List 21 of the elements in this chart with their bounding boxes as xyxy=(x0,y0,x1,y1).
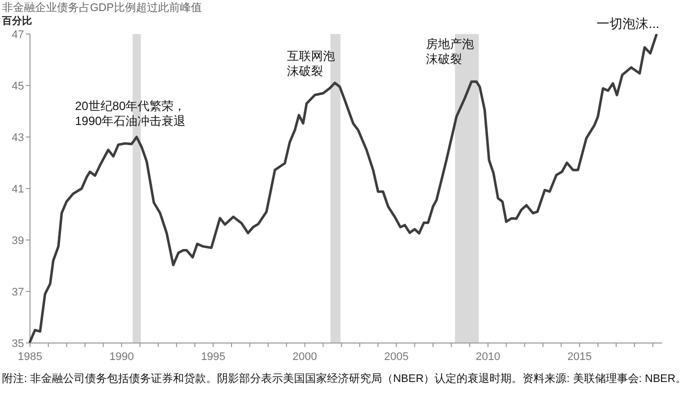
y-tick-label: 35 xyxy=(12,338,24,350)
x-tick-label: 2015 xyxy=(567,351,592,363)
annotation: 互联网泡沫破裂 xyxy=(287,49,335,78)
x-tick-label: 2010 xyxy=(476,351,500,363)
chart-title: 非金融企业债务占GDP比例超过此前峰值 xyxy=(2,1,202,14)
y-tick-label: 39 xyxy=(12,235,24,247)
y-tick-label: 45 xyxy=(12,80,24,92)
y-tick-label: 37 xyxy=(12,286,24,298)
y-tick-label: 47 xyxy=(12,29,24,41)
y-tick-label: 43 xyxy=(12,132,24,144)
annotation: 房地产泡沫破裂 xyxy=(426,37,474,66)
x-tick-label: 2005 xyxy=(384,351,409,363)
x-tick-label: 1995 xyxy=(200,351,226,363)
text: 附注: 非金融公司债务包括债务证券和贷款。阴影部分表示美国国家经济研究局（NBER）认定的衰退时期。资料来源: 美联储理事会: NBER。 xyxy=(2,372,686,385)
annotation: 20世纪80年代繁荣，1990年石油冲击衰退 xyxy=(75,99,186,128)
text: 一切泡沫... xyxy=(596,16,660,31)
x-tick-label: 1990 xyxy=(109,351,134,363)
x-tick-label: 1985 xyxy=(18,351,42,363)
y-axis-title: 百分比 xyxy=(1,15,32,27)
x-tick-label: 2000 xyxy=(292,351,318,363)
y-tick-label: 41 xyxy=(12,184,24,196)
